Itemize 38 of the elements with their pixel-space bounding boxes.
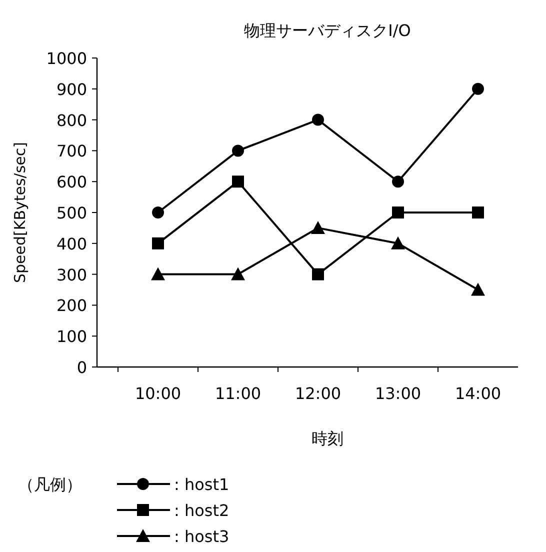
- y-tick-label: 600: [56, 172, 87, 192]
- y-tick-label: 700: [56, 142, 87, 161]
- x-tick-label: 11:00: [214, 384, 262, 403]
- x-axis-title: 時刻: [312, 429, 344, 448]
- point: [392, 176, 404, 188]
- y-tick-label: 800: [56, 110, 87, 130]
- x-tick-label: 13:00: [374, 384, 422, 403]
- point: [392, 206, 404, 218]
- point: [472, 82, 484, 95]
- x-tick-label: 12:00: [294, 384, 342, 403]
- y-axis-title: Speed[KBytes/sec]: [11, 142, 29, 283]
- y-tick-label: 100: [56, 327, 87, 346]
- legend-label: : host2: [174, 501, 230, 520]
- point: [391, 236, 405, 250]
- point: [312, 268, 324, 280]
- point: [311, 220, 325, 234]
- x-tick-label: 14:00: [454, 384, 502, 403]
- y-tick-label: 200: [56, 296, 87, 316]
- chart-title: 物理サーバディスクI/O: [244, 21, 411, 40]
- legend-label: : host1: [174, 475, 230, 494]
- point: [232, 144, 244, 157]
- point: [151, 267, 165, 280]
- x-tick-label: 10:00: [134, 384, 182, 403]
- point: [472, 206, 484, 218]
- y-tick-label: 900: [56, 80, 87, 99]
- y-tick-label: 500: [56, 204, 87, 222]
- point: [231, 267, 245, 280]
- point: [152, 206, 164, 218]
- legend-label: : host3: [174, 527, 230, 546]
- point: [471, 282, 485, 296]
- point: [152, 237, 164, 250]
- y-tick-label: 400: [56, 234, 87, 254]
- point: [312, 114, 324, 126]
- point: [232, 176, 244, 188]
- y-tick-label: 0: [76, 358, 87, 377]
- legend-title: （凡例）: [18, 475, 82, 494]
- y-tick-label: 1000: [46, 49, 87, 68]
- y-tick-label: 300: [56, 265, 87, 284]
